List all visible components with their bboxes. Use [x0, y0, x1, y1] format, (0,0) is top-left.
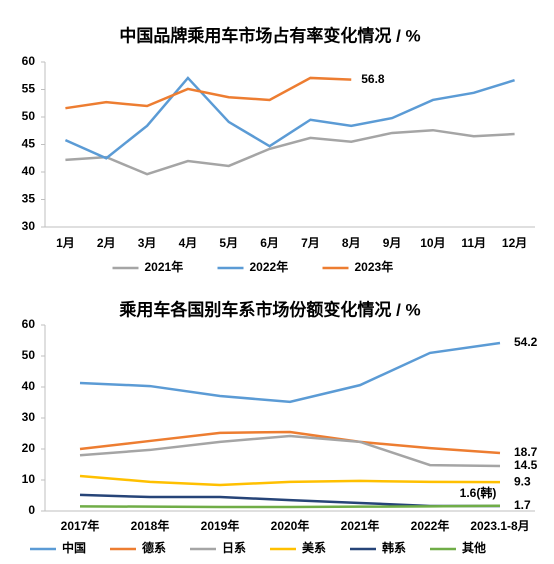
y-tick-label: 0	[28, 503, 35, 517]
y-tick-label: 20	[22, 441, 36, 455]
x-tick-label: 1月	[56, 236, 75, 250]
series-line	[65, 76, 352, 110]
x-tick-label: 2021年	[341, 518, 380, 533]
y-tick-label: 45	[22, 137, 36, 151]
value-label: 14.5	[514, 458, 538, 472]
legend-label: 中国	[62, 540, 86, 555]
x-tick-label: 5月	[219, 236, 238, 250]
legend-label: 韩系	[382, 540, 406, 555]
x-tick-label: 11月	[461, 236, 486, 250]
x-tick-label: 8月	[342, 236, 361, 250]
x-tick-label: 2020年	[271, 518, 310, 533]
x-tick-label: 9月	[383, 236, 402, 250]
legend-label: 2023年	[355, 259, 394, 274]
y-tick-label: 60	[22, 317, 36, 331]
x-tick-label: 2018年	[131, 518, 170, 533]
y-tick-label: 35	[22, 192, 36, 206]
y-tick-label: 60	[22, 54, 36, 68]
x-tick-label: 7月	[301, 236, 320, 250]
x-tick-label: 2019年	[201, 518, 240, 533]
x-tick-label: 6月	[260, 236, 279, 250]
x-tick-label: 2月	[97, 236, 116, 250]
legend-label: 2022年	[250, 259, 289, 274]
x-tick-label: 4月	[179, 236, 198, 250]
chart-title: 乘用车各国别车系市场份额变化情况 / %	[118, 299, 420, 319]
value-label: 54.2	[514, 335, 538, 349]
legend-label: 其他	[462, 540, 486, 555]
y-tick-label: 40	[22, 379, 36, 393]
series-line	[79, 474, 501, 487]
legend-label: 2021年	[145, 259, 184, 274]
series-line	[64, 76, 515, 160]
value-label: 56.8	[361, 72, 385, 86]
y-tick-label: 10	[22, 472, 36, 486]
x-tick-label: 2017年	[61, 518, 100, 533]
x-tick-label: 2022年	[411, 518, 450, 533]
value-label: 1.7	[514, 498, 531, 512]
y-tick-label: 30	[22, 410, 36, 424]
value-label: 9.3	[514, 474, 531, 488]
legend-label: 日系	[222, 540, 246, 555]
series-line	[79, 493, 500, 508]
series-line	[79, 504, 501, 509]
y-tick-label: 50	[22, 348, 36, 362]
x-tick-label: 12月	[502, 236, 527, 250]
series-line	[79, 434, 501, 468]
legend-label: 德系	[142, 540, 166, 555]
y-tick-label: 30	[22, 219, 36, 233]
value-label: 1.6(韩)	[460, 485, 497, 500]
chart-title: 中国品牌乘用车市场占有率变化情况 / %	[119, 25, 420, 45]
x-tick-label: 2023.1-8月	[470, 519, 529, 533]
value-label: 18.7	[514, 445, 538, 459]
series-line	[79, 341, 501, 404]
y-tick-label: 55	[22, 82, 36, 96]
x-tick-label: 3月	[138, 236, 157, 250]
series-line	[65, 128, 515, 176]
y-tick-label: 40	[22, 164, 36, 178]
x-tick-label: 10月	[420, 236, 445, 250]
y-tick-label: 50	[22, 109, 36, 123]
legend-label: 美系	[302, 540, 326, 555]
series-line	[79, 430, 501, 455]
